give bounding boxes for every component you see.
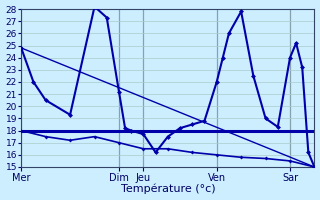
X-axis label: Température (°c): Température (°c)	[121, 184, 215, 194]
